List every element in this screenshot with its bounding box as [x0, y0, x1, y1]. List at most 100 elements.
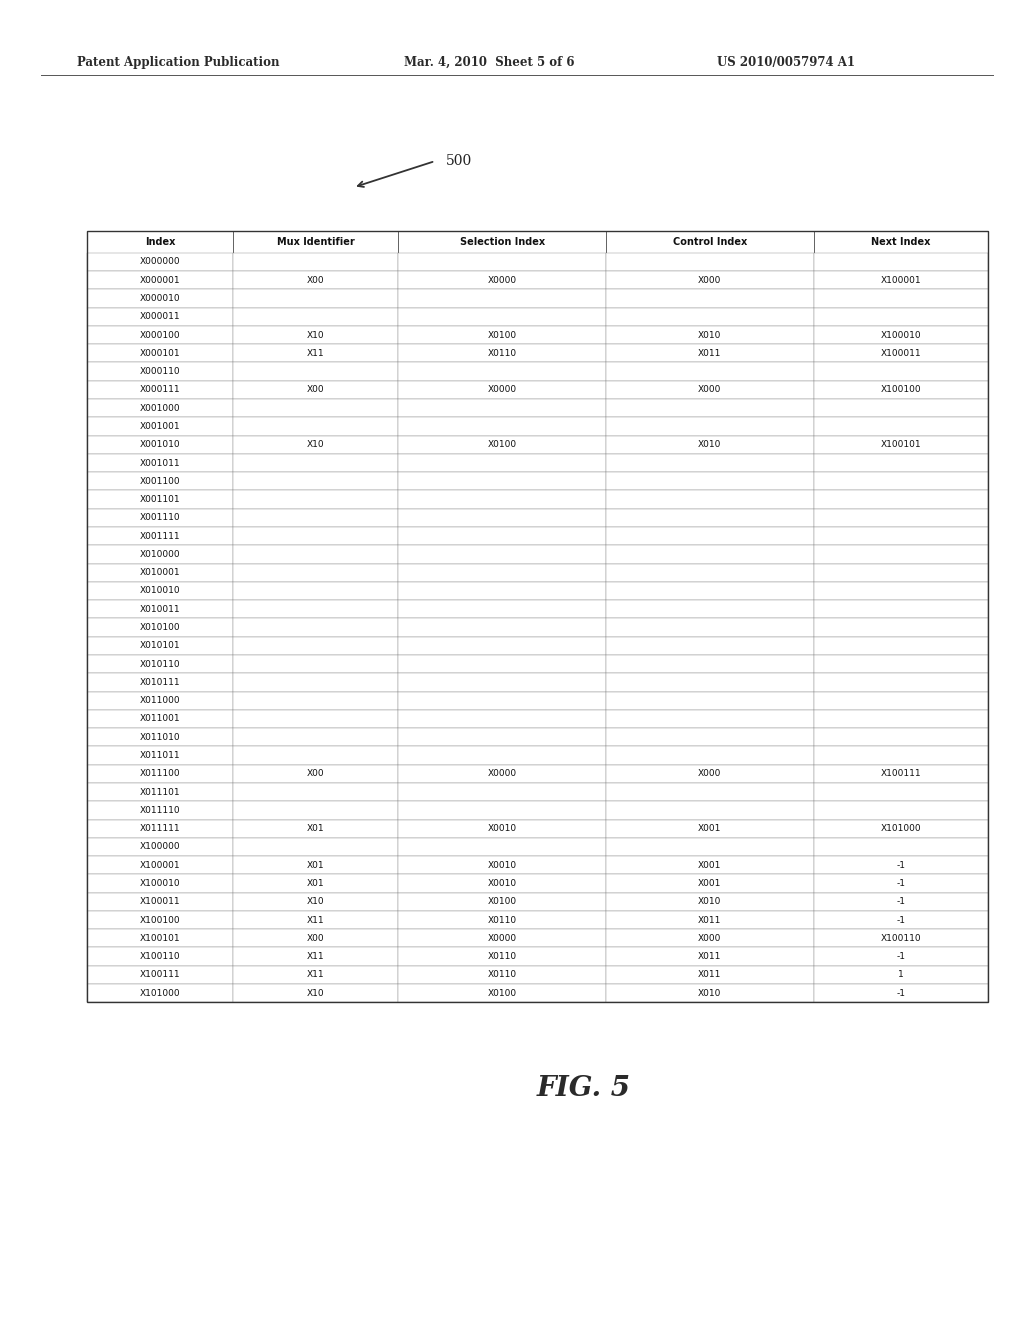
Bar [814, 289, 988, 308]
Bar [233, 491, 398, 508]
Text: Mux Identifier: Mux Identifier [276, 236, 354, 247]
Bar [398, 582, 606, 601]
Bar [233, 564, 398, 582]
Text: X001: X001 [698, 861, 722, 870]
Bar [398, 289, 606, 308]
Text: X11: X11 [307, 952, 325, 961]
Bar [87, 289, 233, 308]
Bar [606, 582, 814, 601]
Bar [398, 601, 606, 618]
Text: 500: 500 [445, 154, 472, 168]
Bar [87, 380, 233, 399]
Bar [233, 473, 398, 491]
Text: -1: -1 [896, 916, 905, 924]
Text: X011000: X011000 [140, 696, 180, 705]
Bar [606, 636, 814, 655]
Text: X0000: X0000 [487, 770, 517, 779]
Bar [87, 345, 233, 363]
Text: X010110: X010110 [140, 660, 180, 669]
Text: -1: -1 [896, 989, 905, 998]
Bar [814, 380, 988, 399]
Text: -1: -1 [896, 952, 905, 961]
Bar [814, 582, 988, 601]
Text: X010111: X010111 [140, 678, 180, 686]
Bar [87, 673, 233, 692]
Text: X100001: X100001 [140, 861, 180, 870]
Text: X10: X10 [307, 441, 325, 449]
Bar [398, 545, 606, 564]
Bar [606, 929, 814, 948]
Bar [814, 618, 988, 636]
Text: X101000: X101000 [881, 824, 922, 833]
Bar [814, 308, 988, 326]
Bar [606, 289, 814, 308]
Bar [814, 710, 988, 729]
Text: X100010: X100010 [881, 330, 922, 339]
Text: -1: -1 [896, 879, 905, 888]
Bar [606, 692, 814, 710]
Bar [233, 231, 398, 253]
Bar [233, 892, 398, 911]
Bar [398, 929, 606, 948]
Bar [233, 820, 398, 838]
Bar [233, 326, 398, 345]
Bar [233, 289, 398, 308]
Text: X00: X00 [307, 385, 325, 395]
Text: X010: X010 [698, 898, 722, 907]
Bar [233, 838, 398, 857]
Bar [814, 231, 988, 253]
Bar [814, 764, 988, 783]
Bar [87, 655, 233, 673]
Bar [606, 820, 814, 838]
Text: X001: X001 [698, 879, 722, 888]
Bar [606, 985, 814, 1002]
Text: X0010: X0010 [487, 879, 517, 888]
Bar [87, 271, 233, 289]
Bar [814, 527, 988, 545]
Bar [606, 966, 814, 983]
Bar [606, 710, 814, 729]
Bar [87, 231, 988, 1002]
Bar [606, 527, 814, 545]
Bar [814, 729, 988, 746]
Bar [233, 911, 398, 929]
Bar [233, 582, 398, 601]
Text: Index: Index [145, 236, 175, 247]
Text: X100101: X100101 [140, 933, 180, 942]
Bar [87, 582, 233, 601]
Text: X0000: X0000 [487, 385, 517, 395]
Text: X0100: X0100 [487, 898, 517, 907]
Bar [233, 801, 398, 820]
Text: -1: -1 [896, 861, 905, 870]
Bar [398, 308, 606, 326]
Text: X000: X000 [698, 276, 722, 285]
Text: X001000: X001000 [140, 404, 180, 413]
Bar [814, 801, 988, 820]
Text: X011: X011 [698, 916, 722, 924]
Bar [233, 966, 398, 983]
Text: X010: X010 [698, 441, 722, 449]
Bar [814, 874, 988, 892]
Bar [398, 948, 606, 966]
Bar [398, 838, 606, 857]
Bar [87, 948, 233, 966]
Bar [606, 729, 814, 746]
Text: Selection Index: Selection Index [460, 236, 545, 247]
Bar [87, 508, 233, 527]
Bar [606, 564, 814, 582]
Bar [814, 892, 988, 911]
Bar [87, 710, 233, 729]
Bar [606, 253, 814, 271]
Text: X001010: X001010 [140, 441, 180, 449]
Bar [87, 892, 233, 911]
Bar [814, 436, 988, 454]
Text: X001: X001 [698, 824, 722, 833]
Bar [606, 764, 814, 783]
Text: X0110: X0110 [487, 952, 517, 961]
Text: X11: X11 [307, 970, 325, 979]
Bar [814, 857, 988, 874]
Bar [87, 363, 233, 380]
Text: X0110: X0110 [487, 348, 517, 358]
Text: X001110: X001110 [140, 513, 180, 523]
Text: X100111: X100111 [140, 970, 180, 979]
